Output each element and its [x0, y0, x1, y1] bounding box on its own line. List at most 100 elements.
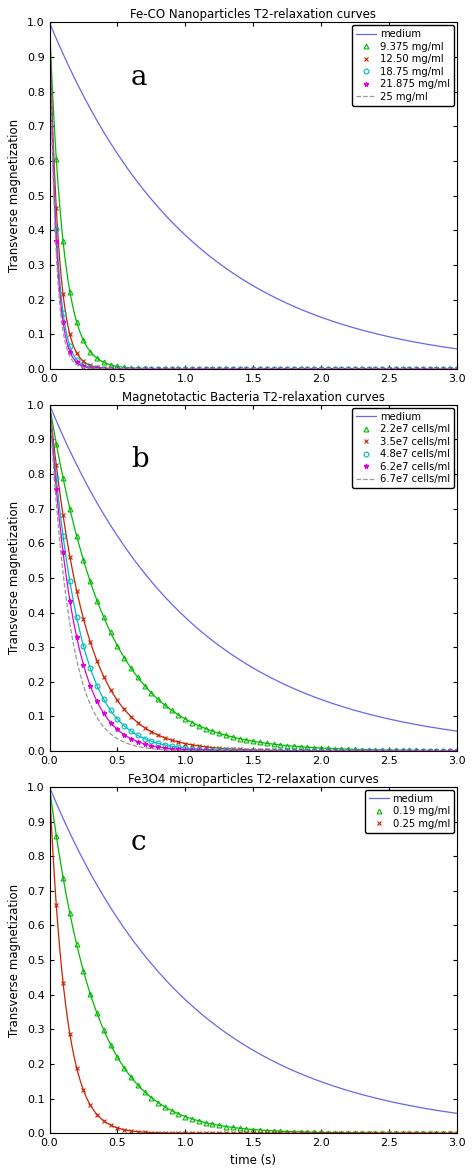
0.25 mg/ml: [189, 1126, 195, 1140]
medium: [46, 780, 52, 794]
medium: [211, 253, 217, 267]
Line: 12.50 mg/ml: 12.50 mg/ml: [54, 206, 459, 371]
2.2e7 cells/ml: [169, 704, 174, 718]
Title: Magnetotactic Bacteria T2-relaxation curves: Magnetotactic Bacteria T2-relaxation cur…: [122, 390, 385, 403]
6.7e7 cells/ml: [211, 744, 217, 758]
18.75 mg/ml: [121, 362, 127, 376]
medium: [46, 15, 52, 29]
medium: [226, 645, 232, 659]
medium: [365, 324, 370, 338]
Text: a: a: [131, 65, 147, 90]
2.2e7 cells/ml: [54, 437, 59, 451]
25 mg/ml: [88, 362, 94, 376]
21.875 mg/ml: [54, 234, 59, 248]
0.25 mg/ml: [155, 1126, 161, 1140]
4.8e7 cells/ml: [182, 741, 188, 756]
Title: Fe3O4 microparticles T2-relaxation curves: Fe3O4 microparticles T2-relaxation curve…: [128, 773, 379, 786]
medium: [372, 327, 377, 341]
25 mg/ml: [226, 362, 232, 376]
18.75 mg/ml: [454, 362, 460, 376]
6.7e7 cells/ml: [46, 397, 52, 411]
18.75 mg/ml: [54, 222, 59, 236]
18.75 mg/ml: [155, 362, 161, 376]
Y-axis label: Transverse magnetization: Transverse magnetization: [9, 502, 21, 654]
6.7e7 cells/ml: [88, 699, 94, 713]
medium: [365, 706, 370, 720]
medium: [226, 1028, 232, 1042]
4.8e7 cells/ml: [121, 719, 127, 733]
18.75 mg/ml: [182, 362, 188, 376]
3.5e7 cells/ml: [155, 728, 161, 743]
0.19 mg/ml: [169, 1103, 174, 1117]
12.50 mg/ml: [169, 362, 174, 376]
0.19 mg/ml: [182, 1109, 188, 1123]
2.2e7 cells/ml: [189, 716, 195, 730]
medium: [454, 1107, 460, 1121]
medium: [88, 485, 94, 499]
0.19 mg/ml: [454, 1126, 460, 1140]
3.5e7 cells/ml: [189, 738, 195, 752]
18.75 mg/ml: [305, 362, 310, 376]
Title: Fe-CO Nanoparticles T2-relaxation curves: Fe-CO Nanoparticles T2-relaxation curves: [130, 8, 376, 21]
9.375 mg/ml: [169, 362, 174, 376]
Legend: medium, 9.375 mg/ml, 12.50 mg/ml, 18.75 mg/ml, 21.875 mg/ml, 25 mg/ml: medium, 9.375 mg/ml, 12.50 mg/ml, 18.75 …: [352, 26, 454, 106]
4.8e7 cells/ml: [454, 744, 460, 758]
Legend: medium, 0.19 mg/ml, 0.25 mg/ml: medium, 0.19 mg/ml, 0.25 mg/ml: [365, 790, 454, 833]
Text: c: c: [131, 828, 146, 855]
6.2e7 cells/ml: [189, 743, 195, 757]
6.2e7 cells/ml: [155, 740, 161, 754]
4.8e7 cells/ml: [305, 744, 310, 758]
6.7e7 cells/ml: [454, 744, 460, 758]
3.5e7 cells/ml: [54, 458, 59, 472]
medium: [88, 867, 94, 881]
Line: 3.5e7 cells/ml: 3.5e7 cells/ml: [54, 463, 459, 753]
9.375 mg/ml: [182, 362, 188, 376]
21.875 mg/ml: [182, 362, 188, 376]
0.25 mg/ml: [305, 1126, 310, 1140]
21.875 mg/ml: [305, 362, 310, 376]
21.875 mg/ml: [121, 362, 127, 376]
Line: medium: medium: [49, 404, 457, 731]
4.8e7 cells/ml: [189, 741, 195, 756]
21.875 mg/ml: [169, 362, 174, 376]
medium: [454, 724, 460, 738]
12.50 mg/ml: [305, 362, 310, 376]
6.7e7 cells/ml: [372, 744, 377, 758]
25 mg/ml: [211, 362, 217, 376]
9.375 mg/ml: [189, 362, 195, 376]
0.19 mg/ml: [155, 1095, 161, 1109]
medium: [211, 634, 217, 649]
9.375 mg/ml: [54, 152, 59, 166]
Line: 6.2e7 cells/ml: 6.2e7 cells/ml: [54, 486, 459, 753]
12.50 mg/ml: [121, 362, 127, 376]
medium: [226, 263, 232, 277]
Line: 18.75 mg/ml: 18.75 mg/ml: [54, 227, 459, 371]
3.5e7 cells/ml: [182, 737, 188, 751]
Line: 0.19 mg/ml: 0.19 mg/ml: [54, 833, 459, 1136]
medium: [46, 397, 52, 411]
25 mg/ml: [46, 15, 52, 29]
medium: [372, 709, 377, 723]
25 mg/ml: [372, 362, 377, 376]
25 mg/ml: [365, 362, 370, 376]
Line: 6.7e7 cells/ml: 6.7e7 cells/ml: [49, 404, 457, 751]
Line: 25 mg/ml: 25 mg/ml: [49, 22, 457, 369]
Y-axis label: Transverse magnetization: Transverse magnetization: [9, 119, 21, 273]
0.19 mg/ml: [189, 1112, 195, 1126]
6.2e7 cells/ml: [54, 482, 59, 496]
6.2e7 cells/ml: [182, 743, 188, 757]
9.375 mg/ml: [305, 362, 310, 376]
3.5e7 cells/ml: [169, 733, 174, 747]
6.7e7 cells/ml: [327, 744, 332, 758]
0.25 mg/ml: [182, 1126, 188, 1140]
9.375 mg/ml: [121, 361, 127, 375]
2.2e7 cells/ml: [121, 651, 127, 665]
6.2e7 cells/ml: [305, 744, 310, 758]
Legend: medium, 2.2e7 cells/ml, 3.5e7 cells/ml, 4.8e7 cells/ml, 6.2e7 cells/ml, 6.7e7 ce: medium, 2.2e7 cells/ml, 3.5e7 cells/ml, …: [352, 408, 454, 489]
Line: 4.8e7 cells/ml: 4.8e7 cells/ml: [54, 476, 459, 753]
25 mg/ml: [454, 362, 460, 376]
6.7e7 cells/ml: [365, 744, 370, 758]
3.5e7 cells/ml: [454, 744, 460, 758]
medium: [327, 696, 332, 710]
X-axis label: time (s): time (s): [230, 1154, 276, 1167]
